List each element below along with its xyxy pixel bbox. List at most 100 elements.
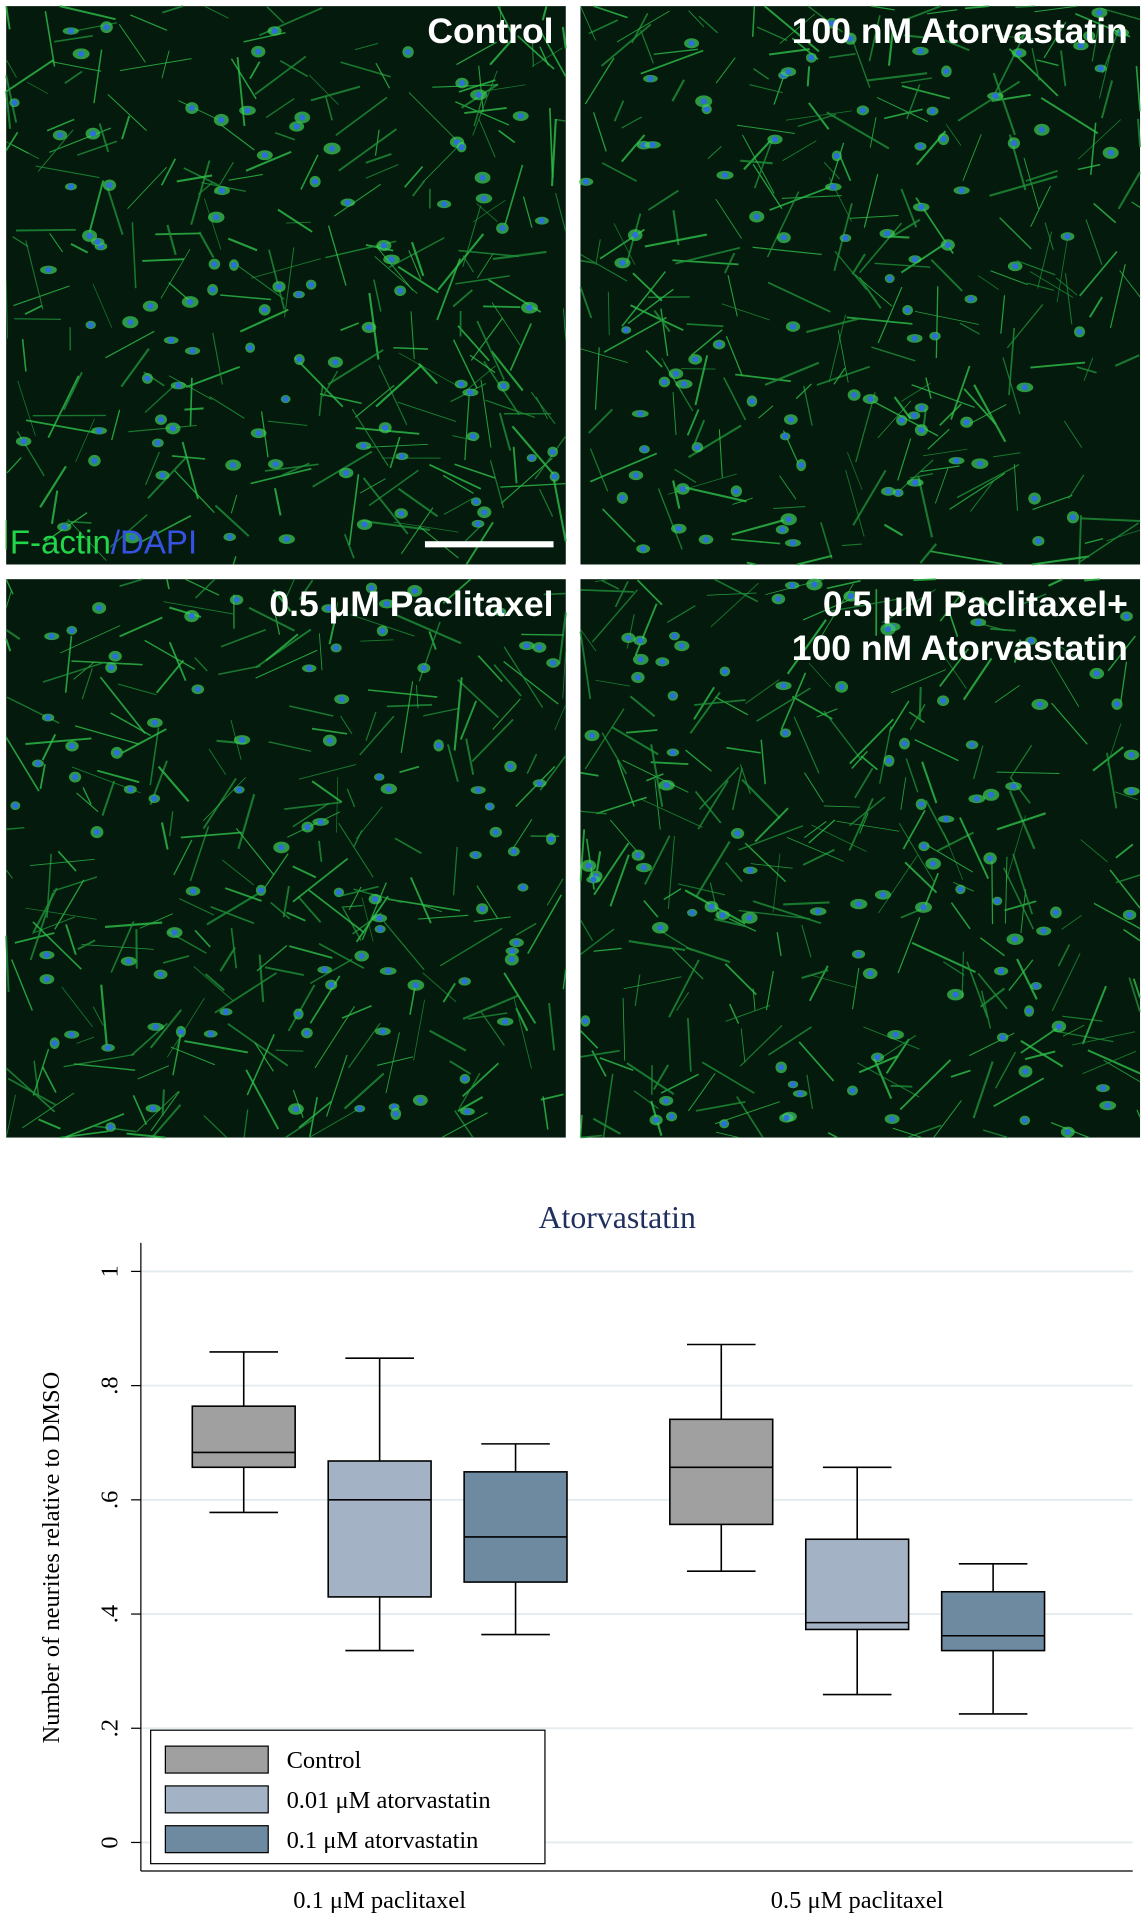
neurite: [397, 265, 439, 294]
nucleus: [918, 426, 925, 434]
neurite: [457, 325, 490, 362]
nucleus: [963, 419, 970, 426]
neurite: [130, 14, 168, 31]
neurite: [1106, 529, 1141, 542]
neurite: [966, 961, 989, 1019]
neurite: [996, 771, 1060, 774]
neurite: [410, 876, 432, 924]
neurite: [472, 199, 506, 223]
neurite: [901, 5, 941, 22]
neurite: [292, 865, 317, 879]
neurite: [13, 285, 70, 307]
neurite: [694, 699, 746, 706]
neurite: [92, 1006, 104, 1027]
neurite: [325, 1054, 348, 1117]
neurite: [1062, 1015, 1103, 1022]
neurite: [1037, 231, 1053, 289]
neurite: [767, 281, 831, 313]
neurite: [1109, 869, 1141, 909]
neurite: [764, 361, 820, 386]
neurite: [107, 94, 147, 132]
neurite: [829, 142, 845, 185]
neurite: [209, 395, 245, 419]
neurite: [902, 809, 926, 850]
neurite: [580, 259, 596, 264]
neurite: [408, 250, 422, 280]
nucleus: [282, 396, 289, 403]
neurite: [579, 919, 594, 941]
nucleus: [1025, 1007, 1033, 1015]
nucleus: [780, 682, 787, 689]
neurite: [60, 1130, 109, 1139]
neurite: [899, 1059, 952, 1111]
nucleus: [376, 915, 383, 922]
neurite: [900, 188, 918, 228]
neurite: [596, 796, 647, 815]
neurite: [214, 972, 278, 1014]
nucleus: [1012, 263, 1019, 270]
neurite: [607, 291, 610, 336]
neurite: [823, 710, 863, 761]
nucleus: [590, 876, 597, 883]
nucleus: [789, 1081, 797, 1088]
neurite: [117, 683, 157, 696]
neurite: [715, 198, 742, 239]
nucleus: [830, 183, 837, 191]
neurite: [893, 218, 921, 237]
neurite: [1034, 5, 1078, 13]
neurite: [685, 946, 731, 964]
nucleus: [103, 24, 110, 31]
neurite: [950, 902, 971, 930]
neurite: [1103, 1059, 1141, 1083]
box: [327, 1460, 432, 1598]
nucleus: [789, 323, 797, 330]
neurite: [25, 737, 92, 745]
nucleus: [975, 619, 982, 626]
neurite: [224, 887, 262, 902]
neurite: [341, 1004, 372, 1019]
neurite: [397, 487, 439, 518]
neurite: [284, 247, 295, 318]
neurite: [896, 459, 934, 494]
neurite: [341, 885, 379, 897]
neurite: [994, 685, 1020, 703]
nucleus: [940, 697, 947, 704]
neurite: [933, 1100, 962, 1138]
neurite: [1093, 202, 1117, 224]
neurite: [373, 279, 382, 312]
nucleus: [1022, 1068, 1029, 1075]
nucleus: [20, 438, 27, 445]
neurite: [360, 639, 394, 642]
neurite: [1077, 163, 1101, 171]
nucleus: [356, 1105, 363, 1112]
neurite: [462, 1062, 500, 1098]
neurite: [1115, 843, 1134, 859]
neurite: [723, 377, 747, 421]
neurite: [57, 850, 77, 872]
nucleus: [1128, 751, 1135, 758]
neurite: [243, 1109, 249, 1138]
neurite: [1120, 661, 1128, 703]
nucleus: [775, 595, 782, 603]
nucleus: [458, 80, 466, 87]
neurite: [88, 180, 105, 233]
neurite: [292, 802, 330, 828]
neurite: [652, 1064, 669, 1090]
neurite: [279, 59, 309, 78]
neurite: [202, 777, 246, 822]
neurite: [413, 999, 425, 1061]
neurite: [683, 486, 747, 503]
neurite: [803, 385, 813, 426]
neurite: [584, 57, 615, 105]
neurite: [671, 948, 704, 980]
neurite: [362, 443, 429, 449]
nucleus: [911, 256, 919, 263]
neurite: [73, 661, 95, 680]
legend-label: 0.1 μM atorvastatin: [287, 1827, 479, 1854]
nucleus: [734, 830, 741, 837]
nucleus: [867, 396, 874, 403]
neurite: [219, 946, 236, 972]
legend-swatch: [164, 1785, 269, 1814]
neurite: [503, 660, 559, 705]
neurite: [5, 1094, 16, 1138]
